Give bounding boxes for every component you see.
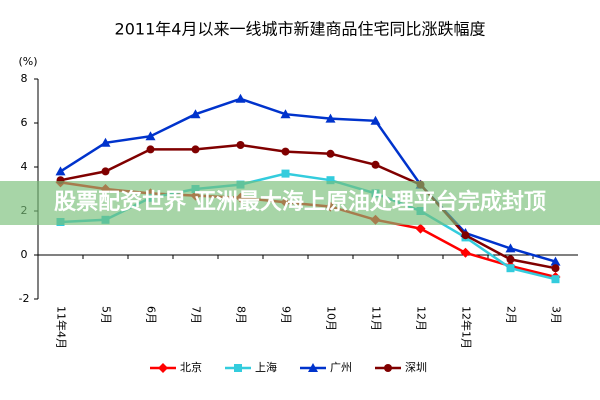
legend-label: 北京 (180, 360, 202, 374)
legend-label: 深圳 (405, 361, 427, 374)
marker (281, 169, 290, 178)
chart-title: 2011年4月以来一线城市新建商品住宅同比涨跌幅度 (115, 20, 486, 39)
marker (325, 113, 336, 123)
marker (191, 145, 200, 154)
x-tick-label: 10月 (325, 306, 338, 331)
marker (550, 256, 561, 266)
x-tick-label: 3月 (550, 306, 563, 324)
x-tick-label: 7月 (190, 306, 203, 324)
line (59, 97, 556, 263)
marker (326, 149, 335, 158)
marker (100, 137, 111, 147)
marker (236, 141, 245, 149)
marker (280, 109, 291, 119)
legend-marker (384, 364, 392, 372)
marker (370, 115, 381, 125)
y-tick-label: -2 (19, 292, 30, 305)
y-tick-label: 8 (21, 72, 28, 85)
marker (415, 223, 426, 234)
x-tick-label: 12年1月 (460, 306, 474, 349)
x-tick-label: 12月 (415, 306, 428, 331)
marker (506, 255, 515, 264)
y-axis-label: (%) (18, 55, 37, 68)
marker (371, 160, 380, 169)
marker (101, 167, 110, 176)
line (60, 143, 556, 270)
marker (506, 264, 515, 273)
marker (505, 243, 516, 253)
marker (146, 145, 155, 154)
legend-marker (158, 363, 168, 373)
x-tick-label: 8月 (235, 306, 248, 324)
y-tick-label: 0 (21, 248, 28, 261)
marker (460, 247, 471, 258)
marker (551, 264, 560, 273)
y-tick-label: 6 (21, 116, 28, 129)
x-tick-label: 6月 (145, 306, 158, 324)
marker (461, 231, 470, 240)
x-tick-label: 11月 (370, 306, 383, 331)
marker (281, 147, 290, 156)
marker (190, 109, 201, 119)
y-tick-label: 4 (21, 160, 28, 173)
legend-marker (308, 363, 318, 372)
x-tick-label: 9月 (280, 306, 293, 324)
marker (326, 176, 335, 185)
x-tick-label: 11年4月 (55, 306, 69, 349)
legend-marker (234, 364, 242, 372)
banner-text: 股票配资世界 亚洲最大海上原油处理平台完成封顶 (54, 189, 546, 215)
x-tick-label: 5月 (100, 306, 113, 324)
marker (235, 93, 246, 103)
marker (551, 275, 560, 284)
marker (55, 166, 66, 176)
legend-label: 上海 (255, 360, 277, 374)
banner (0, 181, 600, 225)
x-tick-label: 2月 (505, 306, 518, 324)
marker (145, 131, 156, 141)
legend-label: 广州 (330, 361, 352, 374)
